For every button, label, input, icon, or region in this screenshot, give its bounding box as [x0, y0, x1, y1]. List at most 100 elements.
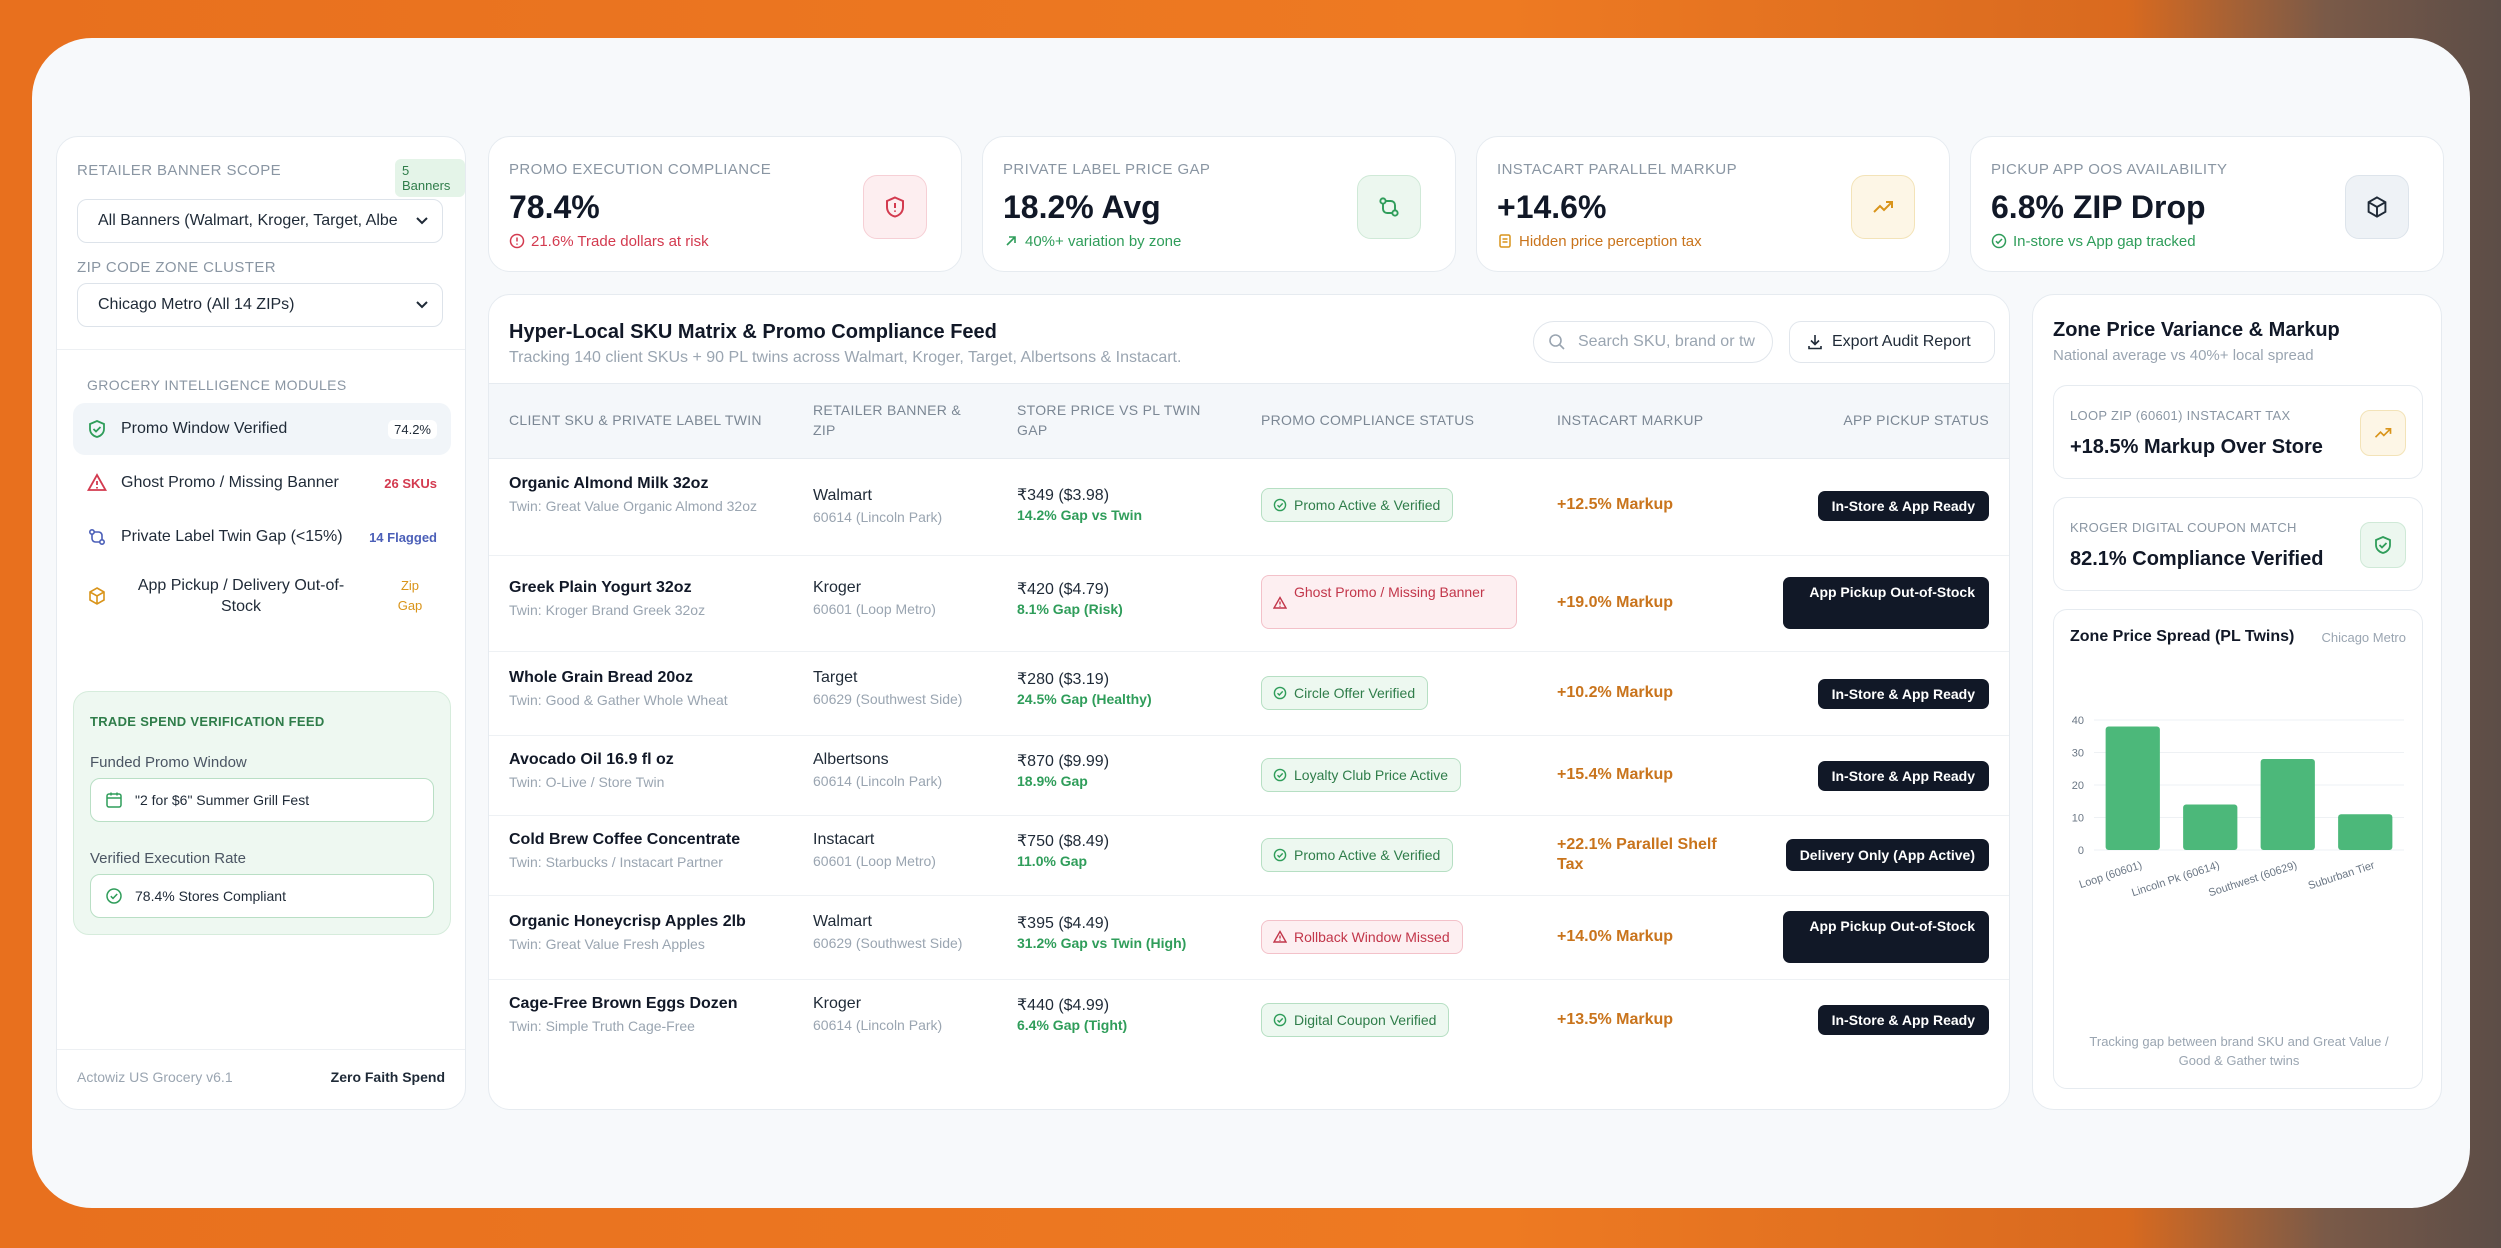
search-input[interactable]: Search SKU, brand or tw [1533, 321, 1773, 363]
app-pickup-status[interactable]: In-Store & App Ready [1817, 679, 1989, 709]
status-text: Promo Active & Verified [1294, 497, 1441, 513]
banner-zip: 60629 (Southwest Side) [813, 691, 963, 707]
trend-up-icon [1873, 201, 1893, 213]
x-tick-label: Lincoln Pk (60614) [2130, 859, 2221, 899]
banner-zip: 60601 (Loop Metro) [813, 853, 936, 869]
store-price: ₹395 ($4.49) [1017, 915, 1110, 932]
scope-label: RETAILER BANNER SCOPE [77, 162, 282, 179]
app-pickup-status[interactable]: In-Store & App Ready [1817, 761, 1989, 791]
kpi-promo-compliance: PROMO EXECUTION COMPLIANCE 78.4% 21.6% T… [488, 136, 962, 272]
divider [57, 1049, 465, 1050]
sku-twin: Twin: Good & Gather Whole Wheat [509, 692, 728, 708]
execution-rate-field[interactable]: 78.4% Stores Compliant [90, 874, 434, 918]
kpi-icon-box [1851, 175, 1915, 239]
table-row[interactable]: Cold Brew Coffee Concentrate Twin: Starb… [489, 815, 2009, 896]
banner-name: Kroger [813, 995, 862, 1012]
funded-window-field[interactable]: "2 for $6" Summer Grill Fest [90, 778, 434, 822]
banner-name: Instacart [813, 831, 875, 848]
check-circle-icon [1273, 848, 1287, 862]
price-gap: 14.2% Gap vs Twin [1017, 507, 1143, 523]
calendar-icon [106, 792, 122, 808]
sku-name: Greek Plain Yogurt 32oz [509, 579, 692, 596]
module-value: Zip Gap [397, 578, 423, 613]
status-badge: Ghost Promo / Missing Banner [1261, 575, 1517, 629]
zip-cluster-select[interactable]: Chicago Metro (All 14 ZIPs) [77, 283, 443, 327]
app-pickup-status[interactable]: In-Store & App Ready [1817, 1005, 1989, 1035]
module-ghost-promo[interactable]: Ghost Promo / Missing Banner 26 SKUs [73, 457, 451, 509]
banner-zip: 60629 (Southwest Side) [813, 935, 963, 951]
sku-name: Organic Almond Milk 32oz [509, 475, 709, 492]
chevron-down-icon [416, 217, 428, 225]
banner-zip: 60614 (Lincoln Park) [813, 1017, 943, 1033]
table-row[interactable]: Organic Almond Milk 32oz Twin: Great Val… [489, 457, 2009, 556]
search-icon [1549, 334, 1565, 350]
col-header-status: PROMO COMPLIANCE STATUS [1261, 412, 1475, 428]
kpi-sub-text: Hidden price perception tax [1519, 233, 1702, 250]
status-badge: Loyalty Club Price Active [1261, 758, 1462, 792]
store-price: ₹420 ($4.79) [1017, 581, 1110, 598]
chart-bar [2338, 814, 2393, 850]
kpi-title: INSTACART PARALLEL MARKUP [1497, 161, 1738, 178]
kpi-value: 78.4% [509, 189, 600, 225]
feed-title: TRADE SPEND VERIFICATION FEED [90, 714, 325, 729]
app-frame: RETAILER BANNER SCOPE 5 Banners All Bann… [32, 38, 2470, 1208]
status-text: Rollback Window Missed [1294, 929, 1450, 945]
execution-rate-value: 78.4% Stores Compliant [135, 888, 286, 904]
instacart-markup: +13.5% Markup [1557, 1011, 1674, 1028]
search-placeholder: Search SKU, brand or tw [1578, 333, 1755, 350]
export-audit-button[interactable]: Export Audit Report [1789, 321, 1995, 363]
sku-name: Organic Honeycrisp Apples 2lb [509, 913, 746, 930]
arrow-up-right-icon [1006, 236, 1016, 246]
module-label: Ghost Promo / Missing Banner [121, 474, 339, 491]
receipt-icon [1499, 234, 1511, 248]
box-icon [2367, 196, 2387, 218]
kpi-sub: Hidden price perception tax [1497, 233, 1702, 250]
store-price: ₹280 ($3.19) [1017, 671, 1110, 688]
check-circle-icon [1273, 1013, 1287, 1027]
app-pickup-status[interactable]: App Pickup Out-of-Stock [1783, 577, 1989, 629]
trade-spend-feed: TRADE SPEND VERIFICATION FEED Funded Pro… [73, 691, 451, 935]
funded-window-label: Funded Promo Window [90, 754, 247, 771]
app-pickup-status[interactable]: In-Store & App Ready [1817, 491, 1989, 521]
box-icon [89, 587, 105, 605]
chart-bar [2105, 726, 2160, 850]
shield-check-icon [89, 420, 105, 438]
kpi-pl-price-gap: PRIVATE LABEL PRICE GAP 18.2% Avg 40%+ v… [982, 136, 1456, 272]
module-value: 74.2% [388, 420, 437, 439]
kpi-sub-text: In-store vs App gap tracked [2013, 233, 2196, 250]
sku-twin: Twin: Great Value Fresh Apples [509, 936, 705, 952]
kpi-instacart-markup: INSTACART PARALLEL MARKUP +14.6% Hidden … [1476, 136, 1950, 272]
module-app-oos[interactable]: App Pickup / Delivery Out-of-Stock Zip G… [73, 565, 451, 627]
export-label: Export Audit Report [1832, 333, 1971, 350]
app-pickup-status[interactable]: Delivery Only (App Active) [1785, 839, 1989, 871]
table-row[interactable]: Whole Grain Bread 20oz Twin: Good & Gath… [489, 651, 2009, 736]
chart-bar [2183, 804, 2238, 850]
sku-twin: Twin: Kroger Brand Greek 32oz [509, 602, 706, 618]
zone-spread-chart-card: Zone Price Spread (PL Twins) Chicago Met… [2053, 609, 2423, 1089]
zone-variance-panel: Zone Price Variance & Markup National av… [2032, 294, 2442, 1110]
y-tick-label: 10 [2072, 813, 2084, 825]
panel-title: Zone Price Variance & Markup [2053, 319, 2340, 341]
table-header: CLIENT SKU & PRIVATE LABEL TWIN RETAILER… [489, 383, 2009, 459]
banner-zip: 60601 (Loop Metro) [813, 601, 936, 617]
table-row[interactable]: Greek Plain Yogurt 32oz Twin: Kroger Bra… [489, 555, 2009, 652]
price-gap: 18.9% Gap [1017, 773, 1088, 789]
table-row[interactable]: Avocado Oil 16.9 fl oz Twin: O-Live / St… [489, 735, 2009, 816]
store-price: ₹750 ($8.49) [1017, 833, 1110, 850]
card-icon-box [2360, 410, 2406, 456]
app-pickup-status[interactable]: App Pickup Out-of-Stock [1783, 911, 1989, 963]
banner-scope-select[interactable]: All Banners (Walmart, Kroger, Target, Al… [77, 199, 443, 243]
table-row[interactable]: Cage-Free Brown Eggs Dozen Twin: Simple … [489, 979, 2009, 1063]
kpi-pickup-oos: PICKUP APP OOS AVAILABILITY 6.8% ZIP Dro… [1970, 136, 2444, 272]
module-pl-twin-gap[interactable]: Private Label Twin Gap (<15%) 14 Flagged [73, 511, 451, 563]
loop-zip-tax-card: LOOP ZIP (60601) INSTACART TAX +18.5% Ma… [2053, 385, 2423, 479]
card-title: KROGER DIGITAL COUPON MATCH [2070, 520, 2297, 535]
module-promo-window[interactable]: Promo Window Verified 74.2% [73, 403, 451, 455]
x-tick-label: Southwest (60629) [2207, 859, 2299, 899]
store-price: ₹870 ($9.99) [1017, 753, 1110, 770]
zip-label: ZIP CODE ZONE CLUSTER [77, 259, 276, 276]
sku-matrix-panel: Hyper-Local SKU Matrix & Promo Complianc… [488, 294, 2010, 1110]
chart-bar [2260, 759, 2315, 850]
table-row[interactable]: Organic Honeycrisp Apples 2lb Twin: Grea… [489, 895, 2009, 980]
execution-rate-label: Verified Execution Rate [90, 850, 246, 867]
